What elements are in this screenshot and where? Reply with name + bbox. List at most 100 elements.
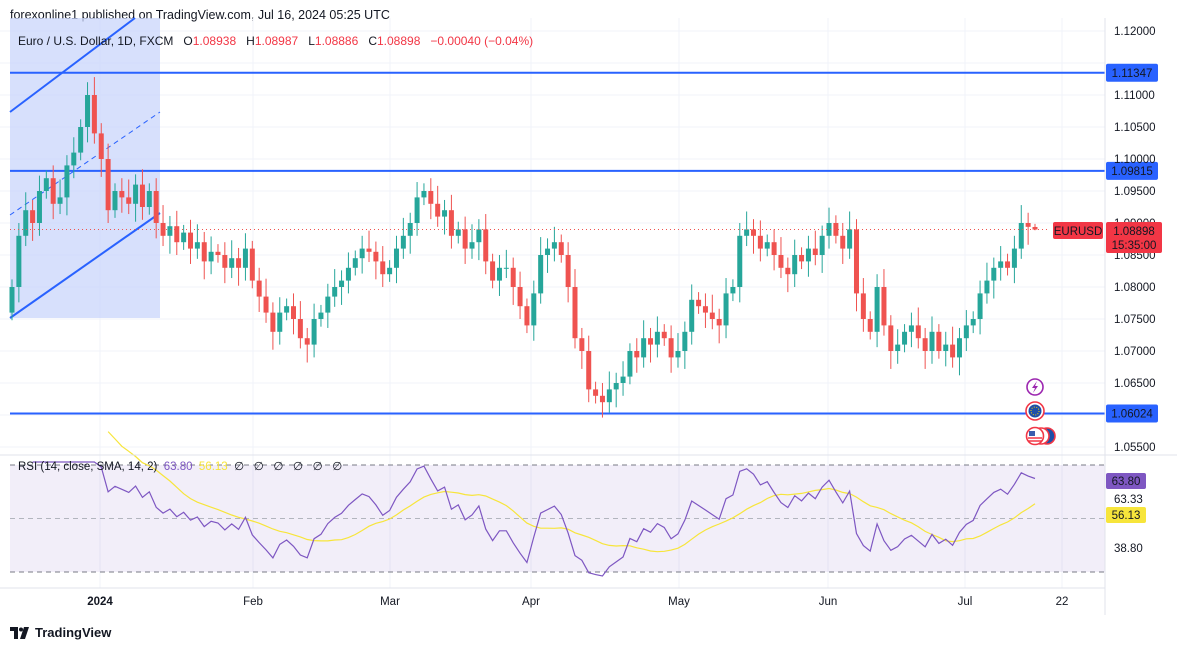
candle-body — [929, 331, 935, 351]
candle-body — [943, 344, 949, 351]
candle-body — [270, 312, 276, 332]
time-tick: May — [668, 596, 690, 608]
sma-value: 56.13 — [198, 461, 228, 473]
candle-body — [517, 287, 523, 307]
candle-body — [1005, 261, 1011, 268]
candle — [23, 192, 29, 247]
candle-body — [572, 287, 578, 339]
candle-body — [641, 338, 647, 358]
candle-body — [833, 223, 839, 236]
rsi-value-badge-text: 63.80 — [1112, 476, 1141, 488]
candle — [50, 165, 56, 220]
candle-body — [709, 312, 715, 319]
candle-body — [345, 267, 351, 281]
candle-body — [778, 255, 784, 268]
lightning-icon[interactable] — [1026, 378, 1044, 396]
candle-body — [325, 296, 331, 313]
candle — [531, 280, 537, 341]
close-value: 1.08898 — [376, 34, 421, 48]
candle-body — [799, 255, 805, 262]
candle — [284, 298, 290, 321]
candle-body — [998, 261, 1004, 268]
channel-upper-line[interactable] — [9, 17, 136, 113]
candle-body — [593, 389, 599, 396]
channel-lower-line[interactable] — [9, 212, 161, 319]
rsi-value: 63.80 — [163, 461, 193, 473]
candle-body — [483, 229, 489, 262]
candle-body — [551, 242, 557, 249]
empty-value: ∅ — [234, 461, 245, 473]
high-value: 1.08987 — [254, 34, 299, 48]
candle-body — [915, 325, 921, 339]
candle — [503, 249, 509, 279]
candle-body — [812, 248, 818, 255]
candle-body — [462, 229, 468, 249]
level-price-badge — [1106, 404, 1158, 423]
eu-flag-icon[interactable] — [1025, 401, 1045, 421]
candle — [325, 283, 331, 328]
empty-value: ∅ — [253, 461, 264, 473]
candle-body — [531, 293, 537, 326]
candle-body — [455, 229, 461, 236]
last-price-badge — [1106, 222, 1162, 253]
candle — [160, 205, 166, 247]
candle — [256, 267, 262, 312]
candle — [1005, 253, 1011, 276]
candle-body — [1011, 248, 1017, 268]
candle-body — [421, 191, 427, 198]
tv-logo-icon — [10, 626, 29, 639]
candle — [805, 235, 811, 277]
last-price-value: 1.08898 — [1113, 226, 1155, 238]
candle — [702, 293, 708, 328]
candle-body — [908, 325, 914, 332]
us-flag-icon[interactable] — [1025, 426, 1056, 446]
candle — [675, 333, 681, 368]
candle-body — [496, 267, 502, 281]
candle-body — [599, 395, 605, 403]
candle — [455, 221, 461, 244]
candle — [98, 123, 104, 177]
candle — [785, 257, 791, 293]
candle — [435, 185, 441, 227]
price-tick: 1.05500 — [1114, 442, 1156, 454]
candle — [613, 372, 619, 408]
empty-value: ∅ — [312, 461, 323, 473]
symbol-legend[interactable]: Euro / U.S. Dollar, 1D, FXCM O1.08938 H1… — [18, 34, 533, 48]
candle-body — [119, 191, 125, 198]
candle — [771, 229, 777, 271]
candle-body — [661, 331, 667, 339]
candle-body — [98, 133, 104, 159]
tradingview-logo[interactable]: TradingView — [10, 625, 111, 640]
candle-body — [826, 223, 832, 236]
candle-body — [950, 344, 956, 358]
candle — [922, 327, 928, 369]
candle — [57, 179, 63, 215]
candle — [943, 331, 949, 367]
candle — [579, 327, 585, 369]
candle-body — [222, 255, 228, 268]
candle-body — [469, 242, 475, 249]
candle-body — [586, 351, 592, 390]
candle-body — [902, 331, 908, 345]
candle — [648, 327, 654, 363]
rsi-legend[interactable]: RSI (14, close, SMA, 14, 2) 63.80 56.13 … — [18, 459, 342, 473]
candle — [174, 210, 180, 255]
candle-body — [524, 306, 530, 326]
price-tick: 1.08000 — [1114, 282, 1156, 294]
candle-body — [956, 338, 962, 358]
candle-body — [50, 178, 56, 204]
candle — [936, 324, 942, 359]
candle — [64, 155, 70, 216]
channel-mid-line[interactable] — [9, 111, 161, 216]
candle — [290, 293, 296, 335]
candle — [208, 236, 214, 275]
candle-body — [78, 127, 84, 153]
candle — [1025, 212, 1031, 245]
candle-body — [510, 267, 516, 287]
candle — [545, 238, 551, 273]
candle — [30, 199, 36, 241]
candle — [318, 304, 324, 327]
candle-body — [819, 235, 825, 255]
candle-body — [579, 338, 585, 351]
